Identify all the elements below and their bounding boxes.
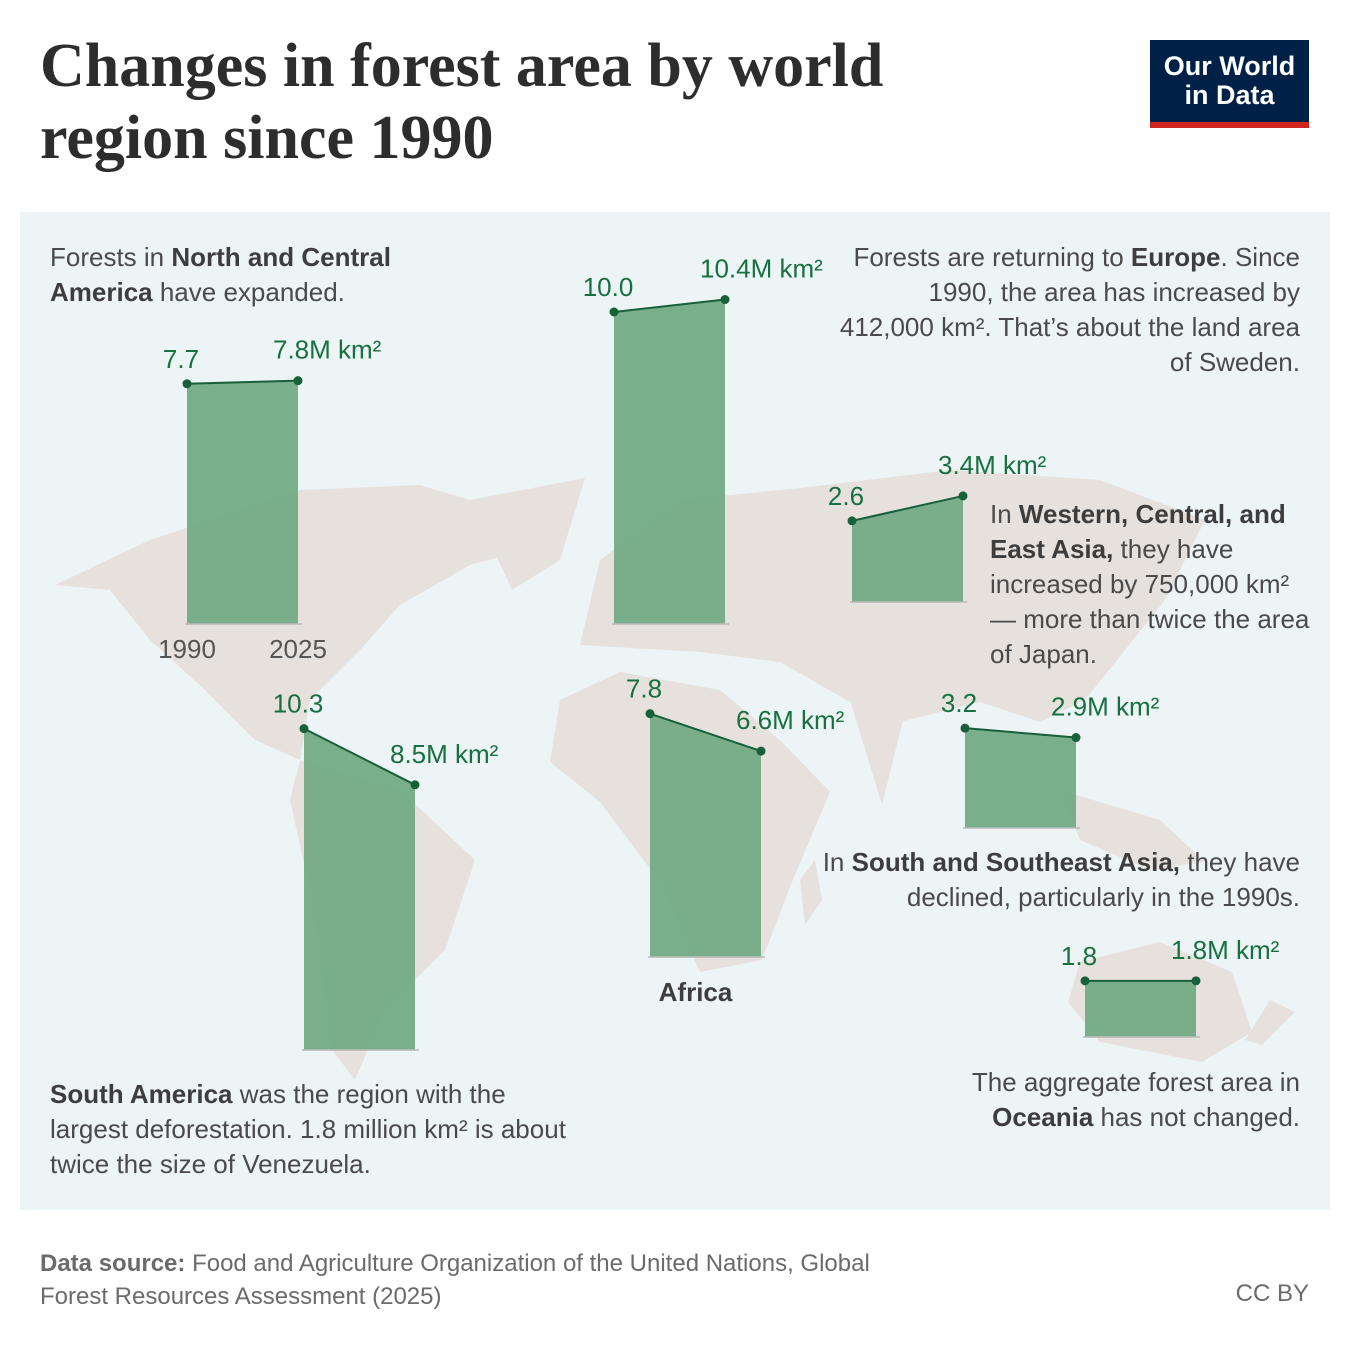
point bbox=[958, 491, 968, 501]
annotation: South America was the region with the la… bbox=[50, 1077, 580, 1182]
line bbox=[186, 379, 299, 385]
point bbox=[960, 723, 970, 733]
point bbox=[645, 709, 655, 719]
line bbox=[613, 298, 726, 313]
annotation-text: was the region with the largest deforest… bbox=[50, 1079, 566, 1179]
annotation-text: they have increased by 750,000 km² — mor… bbox=[990, 534, 1310, 669]
annotation-text: they have declined, particularly in the … bbox=[906, 847, 1300, 912]
value-label: 8.5M km² bbox=[390, 739, 499, 769]
annotation-text: Western, Central, and East Asia, bbox=[990, 499, 1286, 564]
value-label: 2.9M km² bbox=[1051, 692, 1160, 722]
point bbox=[1191, 976, 1201, 986]
value-label: 6.6M km² bbox=[736, 705, 845, 735]
value-label: 1.8 bbox=[1061, 941, 1097, 971]
annotation: In Western, Central, and East Asia, they… bbox=[990, 497, 1310, 672]
x-tick-label: 1990 bbox=[158, 634, 216, 664]
point bbox=[410, 780, 420, 790]
point bbox=[756, 746, 766, 756]
area bbox=[852, 495, 963, 602]
logo-text[interactable]: Our World in Data bbox=[1163, 51, 1296, 110]
annotation-text: Oceania bbox=[992, 1102, 1094, 1132]
point bbox=[299, 724, 309, 734]
annotation-text: North and Central America bbox=[50, 242, 391, 307]
annotation-text: Forests in bbox=[50, 242, 172, 272]
annotation-text: have expanded. bbox=[152, 277, 345, 307]
annotation: The aggregate forest area in Oceania has… bbox=[900, 1065, 1300, 1135]
source-text: Food and Agriculture Organization of the… bbox=[40, 1250, 870, 1310]
annotation-text: South and Southeast Asia, bbox=[851, 847, 1181, 877]
annotation: Forests in North and Central America hav… bbox=[50, 240, 450, 310]
value-label: 2.6 bbox=[828, 481, 864, 511]
value-label: 10.4M km² bbox=[700, 254, 823, 284]
area bbox=[650, 713, 761, 957]
line bbox=[964, 727, 1077, 739]
area bbox=[187, 380, 298, 624]
line bbox=[851, 494, 964, 522]
point bbox=[1080, 976, 1090, 986]
license: CC BY bbox=[1235, 1280, 1309, 1307]
line bbox=[303, 727, 416, 786]
region-label: Africa bbox=[659, 977, 733, 1007]
x-tick-label: 2025 bbox=[269, 634, 327, 664]
annotation-text: In bbox=[990, 499, 1019, 529]
annotation-text: has not changed. bbox=[1093, 1102, 1301, 1132]
point bbox=[720, 295, 730, 305]
value-label: 10.3 bbox=[273, 689, 324, 719]
annotation-text: Forests are returning to bbox=[853, 242, 1131, 272]
area bbox=[965, 728, 1076, 828]
value-label: 7.7 bbox=[163, 344, 199, 374]
logo[interactable]: Our World in Data bbox=[1150, 40, 1309, 128]
value-label: 7.8 bbox=[626, 674, 662, 704]
value-label: 7.8M km² bbox=[273, 335, 382, 365]
point bbox=[1071, 733, 1081, 743]
footer-source: Data source: Food and Agriculture Organi… bbox=[40, 1247, 920, 1313]
point bbox=[293, 376, 303, 386]
annotation-text: . Since 1990, the area has increased by … bbox=[839, 242, 1300, 377]
source-label: Data source: bbox=[40, 1250, 186, 1277]
value-label: 3.2 bbox=[941, 688, 977, 718]
point bbox=[182, 379, 192, 389]
point bbox=[609, 307, 619, 317]
annotation-text: The aggregate forest area in bbox=[971, 1067, 1300, 1097]
area bbox=[304, 728, 415, 1050]
value-label: 1.8M km² bbox=[1171, 935, 1280, 965]
value-label: 10.0 bbox=[583, 272, 634, 302]
area bbox=[614, 299, 725, 624]
annotation-text: South America bbox=[50, 1079, 233, 1109]
annotation: Forests are returning to Europe. Since 1… bbox=[830, 240, 1300, 380]
point bbox=[847, 516, 857, 526]
line bbox=[649, 712, 762, 753]
annotation-text: Europe bbox=[1130, 242, 1221, 272]
value-label: 3.4M km² bbox=[938, 450, 1047, 480]
title: Changes in forest area by world region s… bbox=[40, 32, 884, 172]
annotation: In South and Southeast Asia, they have d… bbox=[790, 845, 1300, 915]
area bbox=[1085, 980, 1196, 1037]
annotation-text: In bbox=[822, 847, 852, 877]
